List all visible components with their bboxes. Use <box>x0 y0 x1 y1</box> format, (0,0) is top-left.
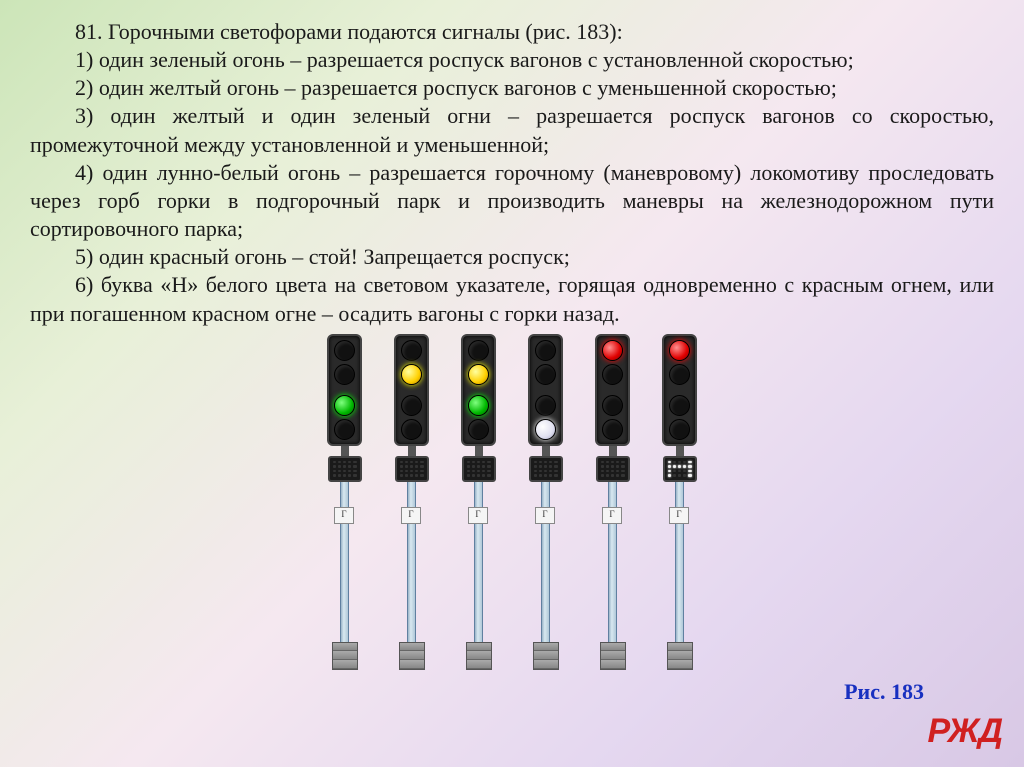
signal-lamp <box>334 419 355 440</box>
intro-text: 81. Горочными светофорами подаются сигна… <box>30 18 994 46</box>
signal-plate: Г <box>468 507 488 524</box>
signal-base <box>332 642 358 670</box>
signal-lamp <box>334 395 355 416</box>
signal-plate: Г <box>669 507 689 524</box>
logo-text: РЖД <box>928 712 1002 750</box>
signal-lamp <box>602 364 623 385</box>
list-item: 5) один красный огонь – стой! Запрещаетс… <box>30 243 994 271</box>
signal-base <box>600 642 626 670</box>
signal-base <box>533 642 559 670</box>
signal-lamp <box>401 419 422 440</box>
signal-lamp <box>602 419 623 440</box>
signal-head <box>394 334 429 446</box>
hump-signal-3: Г <box>461 334 496 670</box>
signal-head <box>461 334 496 446</box>
signal-mast: Г <box>407 482 416 642</box>
signal-lamp <box>669 419 690 440</box>
signal-lamp <box>401 340 422 361</box>
signal-plate: Г <box>401 507 421 524</box>
signal-mast: Г <box>474 482 483 642</box>
signal-lamp <box>468 340 489 361</box>
signal-lamp <box>669 340 690 361</box>
signal-head <box>662 334 697 446</box>
signal-lamp <box>669 364 690 385</box>
signal-base <box>667 642 693 670</box>
signal-lamp <box>334 364 355 385</box>
signal-head <box>528 334 563 446</box>
route-indicator <box>596 456 630 482</box>
hump-signal-6: Г <box>662 334 697 670</box>
hump-signal-4: Г <box>528 334 563 670</box>
signal-lamp <box>602 395 623 416</box>
signal-base <box>399 642 425 670</box>
list-item: 2) один желтый огонь – разрешается роспу… <box>30 74 994 102</box>
signal-mast: Г <box>608 482 617 642</box>
signal-lamp <box>669 395 690 416</box>
list-item: 3) один желтый и один зеленый огни – раз… <box>30 102 994 158</box>
signal-base <box>466 642 492 670</box>
signal-lamp <box>535 364 556 385</box>
signal-lamp <box>602 340 623 361</box>
signal-lamp <box>401 364 422 385</box>
signal-mast: Г <box>340 482 349 642</box>
signal-plate: Г <box>535 507 555 524</box>
hump-signal-2: Г <box>394 334 429 670</box>
route-indicator <box>395 456 429 482</box>
signal-mast: Г <box>675 482 684 642</box>
signals-figure: ГГГГГГ <box>30 334 994 670</box>
signal-plate: Г <box>602 507 622 524</box>
route-indicator <box>462 456 496 482</box>
hump-signal-5: Г <box>595 334 630 670</box>
list-item: 1) один зеленый огонь – разрешается росп… <box>30 46 994 74</box>
hump-signal-1: Г <box>327 334 362 670</box>
document-body: 81. Горочными светофорами подаются сигна… <box>0 0 1024 680</box>
signal-lamp <box>468 419 489 440</box>
route-indicator <box>529 456 563 482</box>
signal-lamp <box>401 395 422 416</box>
route-indicator <box>328 456 362 482</box>
rzd-logo: РЖД <box>928 712 1002 751</box>
list-item: 4) один лунно-белый огонь – разрешается … <box>30 159 994 243</box>
signal-lamp <box>468 364 489 385</box>
figure-caption: Рис. 183 <box>844 679 924 705</box>
signal-mast: Г <box>541 482 550 642</box>
signal-lamp <box>535 395 556 416</box>
list-item: 6) буква «Н» белого цвета на световом ук… <box>30 271 994 327</box>
signal-head <box>327 334 362 446</box>
signal-plate: Г <box>334 507 354 524</box>
signal-lamp <box>535 419 556 440</box>
signal-lamp <box>535 340 556 361</box>
signal-lamp <box>468 395 489 416</box>
route-indicator <box>663 456 697 482</box>
signal-head <box>595 334 630 446</box>
signal-lamp <box>334 340 355 361</box>
